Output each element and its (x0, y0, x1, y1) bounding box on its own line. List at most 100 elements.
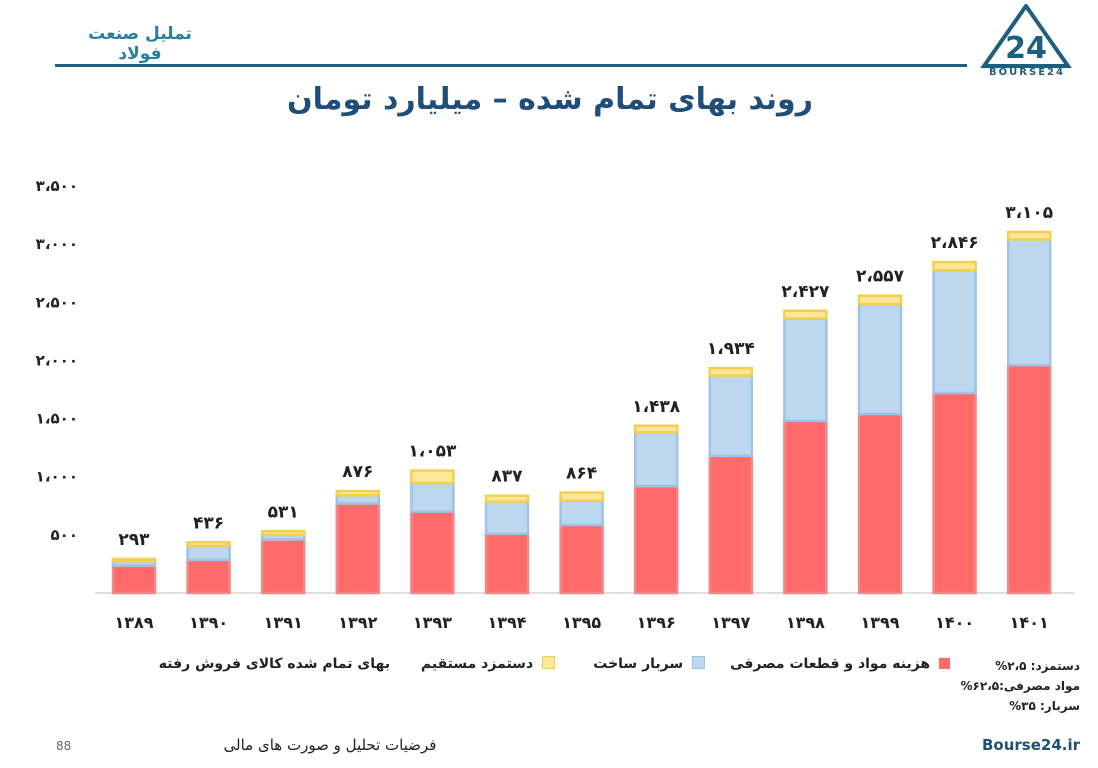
x-category-label: ۱۳۹۳ (413, 613, 452, 632)
footer-site: Bourse24.ir (981, 736, 1080, 754)
bar-segment-materials (783, 419, 828, 595)
x-category-label: ۱۳۹۸ (786, 613, 825, 632)
bar-segment-labor (1006, 230, 1052, 241)
x-category-label: ۱۳۹۰ (189, 613, 228, 632)
legend-swatch-materials (939, 658, 950, 669)
bar-total-label: ۳،۱۰۵ (1005, 203, 1053, 223)
bar-total-label: ۲۹۳ (118, 530, 150, 550)
legend: هزینه مواد و قطعات مصرفی سربار ساخت دستم… (150, 656, 950, 680)
y-tick-label: ۲،۰۰۰ (36, 351, 78, 369)
bar-segment-materials (260, 538, 306, 595)
bar-group: ۳،۱۰۵ (1005, 203, 1053, 595)
logo-text: BOURSE24 (989, 67, 1065, 78)
bar-group: ۱،۹۳۴ (707, 339, 755, 595)
bar-segment-overhead (410, 481, 455, 513)
bar-segment-materials (633, 484, 679, 595)
bar-segment-labor (783, 309, 828, 320)
bar-segment-materials (708, 454, 754, 595)
stacked-bar-chart: ۵۰۰ ۱،۰۰۰ ۱،۵۰۰ ۲،۰۰۰ ۲،۵۰۰ ۳،۰۰۰ ۳،۵۰۰ ۲۹۳ ۴۳۶… (36, 177, 1075, 632)
bar-segment-labor (111, 557, 157, 563)
bar-segment-overhead (484, 500, 530, 535)
bar-segment-labor (559, 491, 604, 502)
bar-segment-materials (335, 502, 381, 595)
bar-segment-materials (559, 523, 604, 595)
legend-label-labor: دستمزد مستقیم (420, 656, 534, 672)
y-tick-label: ۳،۵۰۰ (36, 177, 78, 195)
bar-segment-materials (932, 391, 977, 595)
bar-group: ۵۳۱ (260, 502, 306, 595)
bar-group: ۲،۴۲۷ (781, 282, 830, 595)
bar-segment-labor (186, 541, 231, 548)
bar-segment-materials (186, 558, 231, 595)
bar-segment-overhead (857, 302, 903, 416)
bar-segment-labor (335, 489, 381, 497)
bar-group: ۸۶۴ (559, 464, 604, 595)
x-category-label: ۱۳۹۶ (637, 613, 676, 632)
x-category-label: ۱۴۰۱ (1010, 613, 1049, 632)
bar-segment-materials (857, 412, 903, 595)
bar-segment-overhead (186, 544, 231, 562)
bar-segment-overhead (559, 499, 604, 527)
x-category-label: ۱۳۹۹ (860, 613, 899, 632)
y-tick-label: ۵۰۰ (51, 526, 78, 544)
bar-segment-labor (857, 294, 903, 306)
bars: ۲۹۳ ۴۳۶ ۵۳۱ ۸۷۶ ۱،۰۵۳ ۸۳۷ ۸۶۴ ۱،۴۳۸ ۱،۹۳۴ ۲،۴۲۷ ۲،… (111, 203, 1053, 595)
bar-segment-overhead (932, 269, 977, 395)
bar-segment-materials (410, 510, 455, 595)
x-category-label: ۱۳۹۱ (264, 613, 303, 632)
logo-glyph: 24 (1005, 31, 1047, 66)
note-labor: دستمزد: ۲،۵% (995, 659, 1080, 673)
legend-swatch-overhead (692, 656, 705, 669)
y-tick-label: ۱،۰۰۰ (36, 468, 78, 486)
bar-segment-materials (111, 564, 157, 595)
y-tick-label: ۱،۵۰۰ (36, 410, 78, 428)
bar-segment-labor (410, 469, 455, 485)
bar-total-label: ۵۳۱ (268, 502, 299, 522)
bar-group: ۲۹۳ (111, 530, 157, 595)
legend-label-materials: هزینه مواد و قطعات مصرفی (730, 656, 931, 672)
y-tick-label: ۲،۵۰۰ (36, 293, 78, 311)
legend-item-total: بهای تمام شده کالای فروش رفته (159, 656, 390, 672)
bar-segment-labor (260, 530, 306, 537)
x-category-label: ۱۳۹۵ (562, 613, 601, 632)
x-category-label: ۱۳۸۹ (114, 613, 153, 632)
header-brand-text: تملیل صنعت فولاد (88, 24, 192, 64)
x-category-label: ۱۳۹۷ (711, 613, 750, 632)
bar-group: ۴۳۶ (186, 513, 231, 595)
bar-total-label: ۸۷۶ (342, 462, 373, 482)
page-number: 88 (56, 739, 72, 753)
bar-segment-overhead (708, 374, 754, 458)
bar-segment-overhead (633, 430, 679, 488)
bar-total-label: ۱،۹۳۴ (707, 339, 755, 359)
bar-total-label: ۱،۴۳۸ (632, 397, 681, 417)
bar-segment-labor (932, 260, 977, 272)
bar-group: ۸۷۶ (335, 462, 381, 595)
footer-text: فرضیات تحلیل و صورت های مالی (223, 736, 437, 754)
bar-total-label: ۲،۸۴۶ (931, 233, 979, 253)
bar-group: ۸۳۷ (484, 467, 530, 595)
bar-segment-labor (708, 366, 754, 377)
bar-total-label: ۸۶۴ (566, 464, 597, 484)
bar-segment-materials (1006, 363, 1052, 595)
bar-segment-overhead (783, 317, 828, 423)
legend-label-overhead: سربار ساخت (593, 656, 684, 672)
bar-total-label: ۴۳۶ (193, 513, 224, 533)
header-rule (55, 64, 967, 67)
bourse24-logo: 24 (980, 4, 1072, 68)
chart-title: روند بهای تمام شده – میلیارد تومان (287, 82, 813, 117)
bar-group: ۲،۸۴۶ (931, 233, 979, 595)
legend-item-labor: دستمزد مستقیم (421, 656, 555, 672)
bar-total-label: ۲،۴۲۷ (781, 282, 830, 302)
cost-share-notes: دستمزد: ۲،۵% مواد مصرفی:۶۲،۵% سربار: ۳۵% (920, 656, 1080, 716)
legend-swatch-labor (542, 656, 555, 669)
bar-group: ۱،۰۵۳ (408, 442, 457, 595)
bar-total-label: ۱،۰۵۳ (408, 442, 457, 462)
x-axis: ۱۳۸۹ ۱۳۹۰ ۱۳۹۱ ۱۳۹۲ ۱۳۹۳ ۱۳۹۴ ۱۳۹۵ ۱۳۹۶ ۱۳۹۷ ۱۳۹۸… (114, 613, 1048, 632)
x-category-label: ۱۳۹۴ (487, 613, 526, 632)
legend-label-total: بهای تمام شده کالای فروش رفته (158, 656, 390, 672)
bar-segment-overhead (1006, 238, 1052, 367)
legend-item-overhead: سربار ساخت (593, 656, 705, 672)
bar-total-label: ۸۳۷ (491, 467, 523, 487)
y-axis: ۵۰۰ ۱،۰۰۰ ۱،۵۰۰ ۲،۰۰۰ ۲،۵۰۰ ۳،۰۰۰ ۳،۵۰۰ (36, 177, 78, 544)
bar-segment-materials (484, 532, 530, 595)
